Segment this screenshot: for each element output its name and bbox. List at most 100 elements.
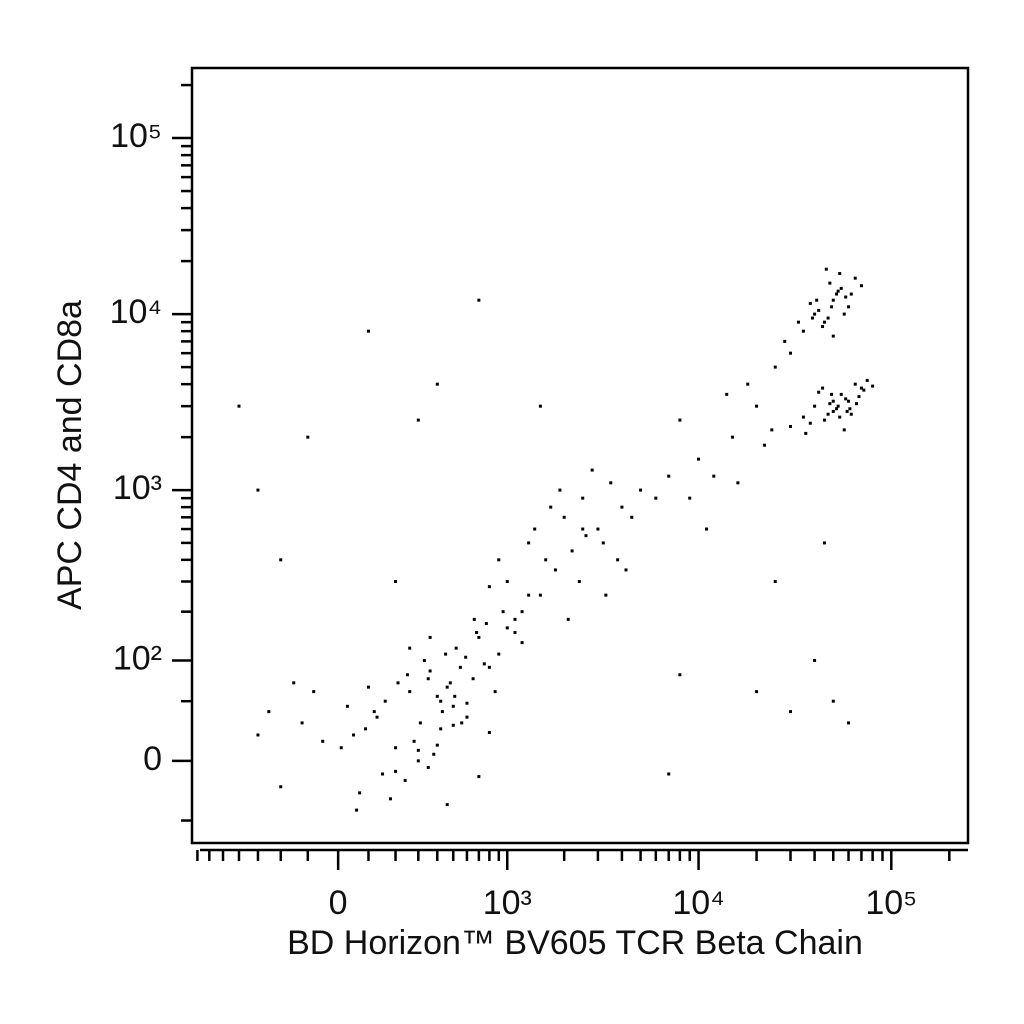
point [847,721,851,725]
point [831,298,835,302]
point [789,710,793,714]
point [830,305,834,309]
point [312,690,316,694]
point [435,694,439,698]
y-tick-label: 10⁴ [110,293,162,331]
point [844,397,848,401]
point [439,727,443,731]
point [808,421,812,425]
y-tick-label: 0 [143,740,162,778]
point [497,558,501,562]
point [292,681,296,685]
point [418,721,422,725]
point [831,334,835,338]
point [773,365,777,369]
point [453,694,457,698]
point [836,404,840,408]
point [620,505,624,509]
point [789,424,793,428]
point [544,558,548,562]
point [345,704,349,708]
point [416,759,420,763]
point [839,286,843,290]
point [815,298,819,302]
point [256,488,260,492]
point [493,690,497,694]
point [570,549,574,553]
point [842,428,846,432]
point [639,488,643,492]
point [828,281,832,285]
point [426,765,430,769]
point [590,468,594,472]
point [822,320,826,324]
y-tick-label: 10² [113,639,162,677]
point [403,778,407,782]
point [584,534,588,538]
point [835,292,839,296]
point [821,325,825,329]
point [842,312,846,316]
point [445,685,449,689]
point [520,610,524,614]
point [688,496,692,500]
point [375,715,379,719]
x-axis-label: BD Horizon™ BV605 TCR Beta Chain [287,924,863,962]
point [306,435,310,439]
point [451,704,455,708]
point [558,488,562,492]
point [471,677,475,681]
point [408,646,412,650]
point [630,515,634,519]
y-tick-label: 10⁵ [110,117,162,155]
point [321,739,325,743]
point [848,407,852,411]
point [817,390,821,394]
point [859,284,863,288]
point [697,457,701,461]
point [830,392,834,396]
x-tick-label: 10⁵ [865,884,917,922]
point [505,580,509,584]
x-tick-label: 10⁴ [672,884,724,922]
point [562,515,566,519]
point [581,496,585,500]
point [596,527,600,531]
point [838,272,842,276]
point [616,558,620,562]
point [460,721,464,725]
point [796,320,800,324]
point [372,710,376,714]
point [813,658,817,662]
point [352,733,356,737]
point [432,752,436,756]
point [477,775,481,779]
point [581,527,585,531]
y-tick-label: 10³ [113,469,162,507]
point [487,665,491,669]
point [773,580,777,584]
point [412,739,416,743]
point [839,392,843,396]
point [482,662,486,666]
point [394,746,398,750]
point [831,409,835,413]
y-axis-label: APC CD4 and CD8a [51,300,89,610]
point [566,617,570,621]
point [746,382,750,386]
point [428,635,432,639]
x-tick-label: 10³ [483,884,532,922]
point [527,541,531,545]
point [405,673,409,677]
point [538,593,542,597]
point [810,316,814,320]
point [487,585,491,589]
point [549,505,553,509]
point [440,710,444,714]
point [822,418,826,422]
point [849,412,853,416]
point [464,655,468,659]
point [804,431,808,435]
point [448,681,452,685]
point [237,404,241,408]
